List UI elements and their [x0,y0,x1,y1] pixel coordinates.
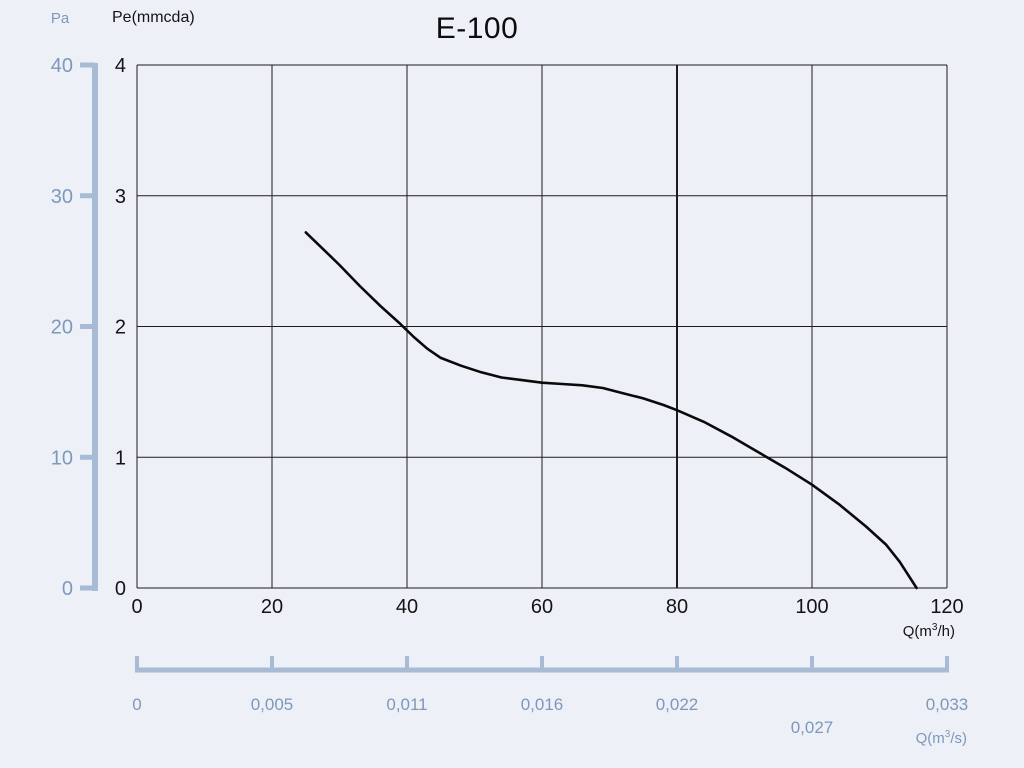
chart-title: E-100 [435,12,519,45]
pa-tick-label: 40 [51,55,73,77]
x-unit-post: /h) [937,623,955,640]
x-tick-label: 40 [396,596,418,618]
qs-tick-label: 0,011 [386,695,427,714]
pa-tick-label: 20 [51,317,73,339]
x-unit-pre: Q(m [902,623,932,640]
pe-axis-label: Pe(mmcda) [112,9,195,26]
x-tick-label: 80 [666,596,688,618]
x-tick-label: 100 [795,596,828,618]
x-unit-sup: 3 [931,622,938,633]
x-tick-label: 60 [531,596,553,618]
pa-axis-label: Pa [50,10,70,27]
x-axis-unit-label: Q(m3/h) [903,622,955,640]
pe-tick-label: 1 [115,447,126,469]
qs-tick-label: 0,005 [251,695,294,714]
x-tick-label: 120 [930,596,963,618]
pa-tick-label: 10 [51,447,73,469]
performance-curve [304,231,918,590]
pa-tick-label: 30 [51,186,73,208]
s-unit-sup: 3 [944,729,951,740]
pe-tick-label: 3 [115,186,126,208]
qs-tick-label: 0 [132,695,141,714]
qs-tick-label: 0,027 [791,718,834,737]
pe-tick-label: 4 [115,55,126,77]
pe-tick-label: 2 [115,317,126,339]
s-unit-post: /s) [950,730,967,747]
x-tick-label: 0 [131,596,142,618]
s-unit-pre: Q(m [915,730,945,747]
pe-tick-label: 0 [115,578,126,600]
qs-tick-label: 0,033 [926,695,969,714]
x-tick-label: 20 [261,596,283,618]
secondary-x-axis-unit-label: Q(m3/s) [916,729,967,747]
qs-tick-label: 0,016 [521,695,564,714]
pa-tick-label: 0 [62,578,73,600]
qs-tick-label: 0,022 [656,695,699,714]
